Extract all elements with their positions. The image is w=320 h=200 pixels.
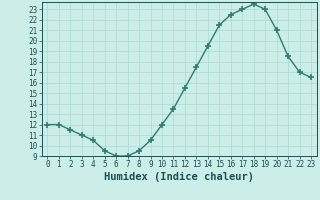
X-axis label: Humidex (Indice chaleur): Humidex (Indice chaleur) bbox=[104, 172, 254, 182]
